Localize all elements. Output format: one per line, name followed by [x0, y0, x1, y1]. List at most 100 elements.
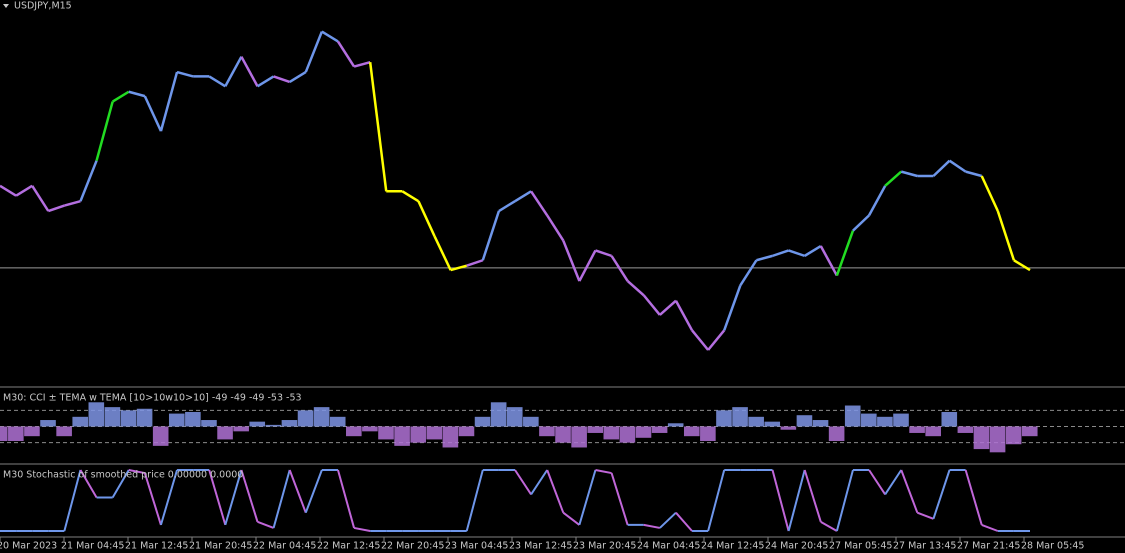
cci-bar [925, 426, 941, 437]
stoch-segment [224, 469, 243, 526]
price-segment [788, 249, 806, 258]
x-tick-label: 20 Mar 2023 [0, 541, 57, 552]
cci-bar [40, 420, 56, 427]
x-tick-label: 21 Mar 12:45 [125, 541, 188, 552]
price-segment [159, 71, 179, 132]
stoch-segment [964, 469, 983, 526]
cci-bar [748, 416, 764, 427]
stoch-segment [159, 469, 178, 526]
cci-bar [603, 426, 620, 440]
stoch-segment [288, 469, 307, 514]
price-segment [674, 300, 694, 331]
price-segment [642, 294, 661, 316]
cci-bar [844, 405, 861, 427]
price-segment [819, 245, 838, 277]
cci-bar [249, 421, 266, 427]
stoch-segment [240, 469, 259, 523]
cci-bar [490, 402, 507, 427]
price-segment [64, 199, 81, 207]
stoch-segment [530, 469, 549, 495]
price-segment [514, 190, 532, 203]
stoch-segment [304, 469, 323, 514]
stoch-segment [128, 469, 146, 475]
x-tick-label: 22 Mar 20:45 [381, 541, 444, 552]
cci-bar [667, 423, 684, 427]
cci-bar [152, 426, 169, 446]
menu-arrow[interactable] [3, 4, 9, 8]
price-segment [47, 204, 65, 213]
stoch-segment [707, 469, 726, 532]
stoch-segment [610, 472, 629, 526]
x-tick-label: 27 Mar 05:45 [829, 541, 892, 552]
price-segment [481, 210, 501, 261]
cci-bar [394, 426, 410, 446]
price-segment [321, 30, 339, 43]
x-tick-label: 22 Mar 12:45 [317, 541, 380, 552]
price-segment [659, 299, 677, 316]
price-segment [804, 244, 822, 257]
cci-bar [442, 426, 459, 448]
price-segment [562, 240, 581, 282]
cci-bar [1021, 426, 1038, 437]
price-segment [256, 75, 275, 88]
stoch-segment [659, 511, 677, 529]
price-segment [368, 62, 388, 192]
cci-bar [909, 426, 925, 433]
price-segment [112, 90, 130, 103]
cci-bar [587, 426, 604, 433]
cci-bar [217, 426, 233, 440]
x-tick-label: 27 Mar 13:45 [893, 541, 956, 552]
cci-bar [136, 408, 153, 427]
cci-bar [732, 407, 748, 427]
price-segment [626, 280, 645, 297]
stoch-segment [257, 520, 274, 529]
stoch-segment [337, 469, 356, 529]
stoch-segment [868, 469, 886, 495]
cci-bar [893, 413, 909, 427]
cci-bar [973, 426, 990, 450]
cci-bar [426, 426, 443, 440]
cci-bar [555, 426, 571, 443]
x-tick-label: 24 Mar 20:45 [765, 541, 828, 552]
price-segment [143, 95, 163, 132]
cci-bar [635, 426, 652, 438]
stoch-segment [643, 523, 661, 529]
stoch-segment [820, 520, 838, 532]
stoch-segment [208, 469, 227, 526]
price-segment [595, 249, 612, 258]
price-segment [530, 190, 549, 217]
cci-bar [104, 407, 121, 427]
stoch-segment [787, 469, 806, 532]
stoch-segment [272, 469, 291, 529]
price-segment [95, 101, 114, 161]
cci-bar [120, 410, 137, 427]
cci-bar [877, 416, 893, 427]
cci-bar [506, 407, 523, 427]
price-segment [15, 184, 33, 197]
price-segment [835, 230, 855, 276]
price-segment [578, 249, 597, 282]
cci-bar [233, 426, 249, 432]
price-segment [932, 159, 951, 177]
price-segment [546, 214, 565, 242]
cci-bar [281, 420, 298, 427]
price-segment [852, 214, 870, 232]
price-segment [289, 70, 307, 83]
stoch-segment [79, 469, 98, 498]
cci-bar [796, 415, 813, 427]
price-segment [401, 190, 420, 203]
cci-bar [88, 402, 105, 427]
chart-title: USDJPY,M15 [14, 1, 72, 12]
price-segment [450, 264, 468, 272]
stoch-segment [981, 523, 999, 532]
price-segment [31, 185, 50, 212]
cci-bar [861, 413, 877, 427]
price-segment [900, 170, 918, 178]
stoch-segment [578, 469, 597, 526]
cci-bar [458, 426, 475, 437]
stoch-segment [465, 469, 484, 532]
cci-bar [313, 407, 330, 427]
x-tick-label: 21 Mar 04:45 [61, 541, 124, 552]
